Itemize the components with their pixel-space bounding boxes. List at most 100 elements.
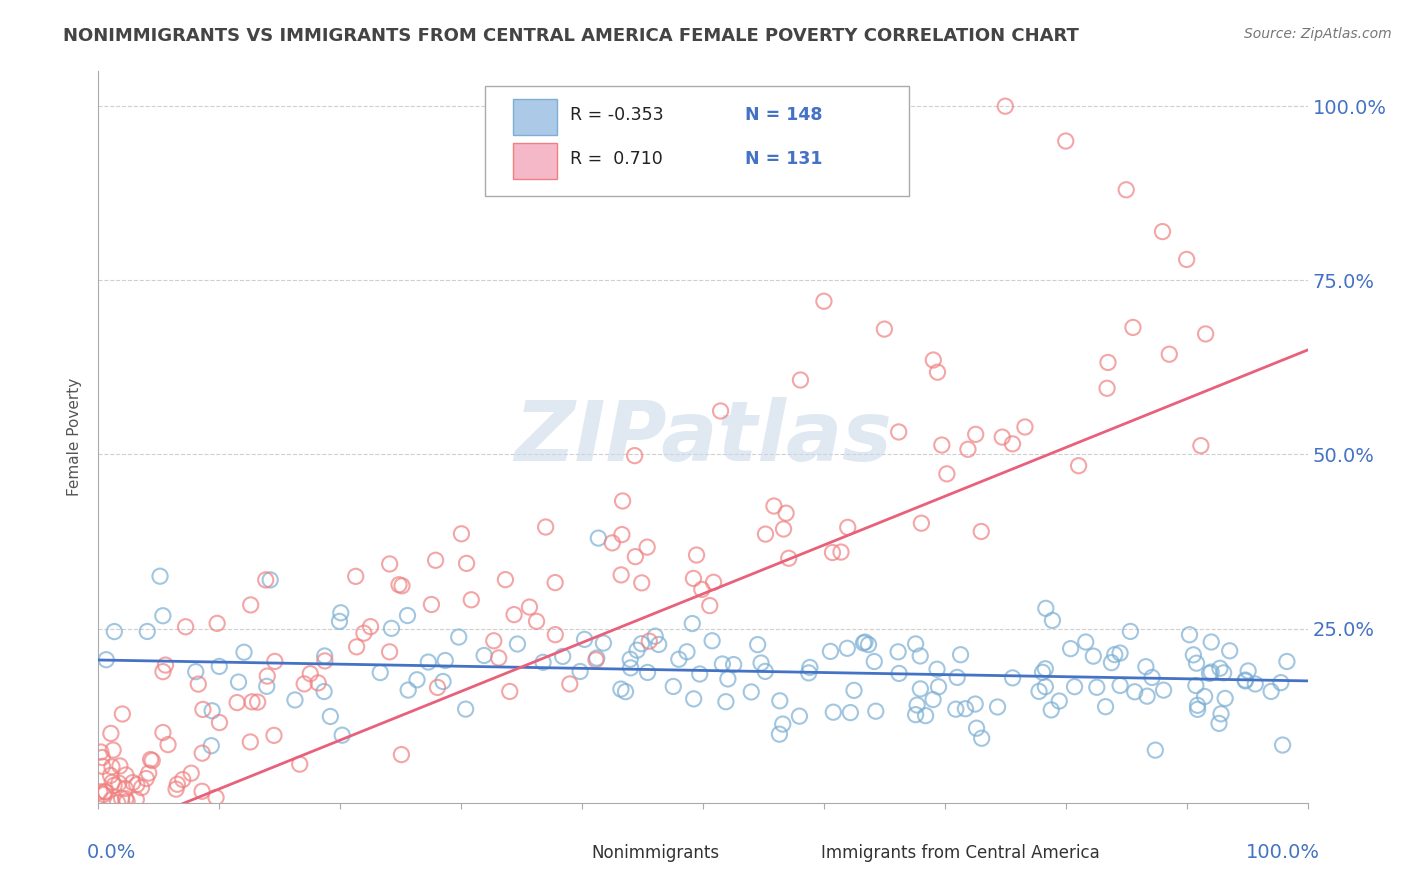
Point bbox=[1115, 183, 1137, 197]
Point bbox=[307, 676, 329, 690]
Point bbox=[668, 652, 690, 666]
Point bbox=[531, 656, 554, 670]
Point bbox=[90, 745, 112, 759]
Point bbox=[887, 645, 910, 659]
Point bbox=[454, 702, 477, 716]
Point bbox=[228, 675, 250, 690]
Point bbox=[346, 640, 368, 654]
Text: NONIMMIGRANTS VS IMMIGRANTS FROM CENTRAL AMERICA FEMALE POVERTY CORRELATION CHAR: NONIMMIGRANTS VS IMMIGRANTS FROM CENTRAL… bbox=[63, 27, 1080, 45]
Point bbox=[647, 638, 669, 652]
Point bbox=[1054, 134, 1077, 148]
Point bbox=[256, 669, 278, 683]
Point bbox=[544, 575, 567, 590]
Point bbox=[114, 781, 136, 796]
Point bbox=[191, 702, 214, 716]
Point bbox=[121, 775, 143, 789]
Point bbox=[638, 634, 661, 648]
Point bbox=[378, 557, 401, 571]
Point bbox=[1144, 743, 1167, 757]
Point bbox=[614, 684, 637, 698]
Point bbox=[612, 494, 634, 508]
Point bbox=[460, 592, 482, 607]
Point bbox=[852, 636, 875, 650]
Point bbox=[1185, 656, 1208, 670]
Point bbox=[1182, 648, 1205, 662]
FancyBboxPatch shape bbox=[555, 841, 586, 863]
Point bbox=[1194, 326, 1216, 341]
Point bbox=[103, 778, 125, 792]
Point bbox=[1234, 673, 1257, 688]
Point bbox=[1083, 649, 1105, 664]
Point bbox=[624, 549, 647, 564]
Point bbox=[1237, 664, 1260, 678]
Point bbox=[447, 630, 470, 644]
Point bbox=[284, 693, 307, 707]
Point bbox=[226, 696, 249, 710]
Point bbox=[626, 643, 648, 657]
Point bbox=[456, 557, 478, 571]
Point bbox=[610, 568, 633, 582]
Text: N = 131: N = 131 bbox=[745, 150, 823, 168]
Point bbox=[1059, 641, 1081, 656]
Point bbox=[482, 633, 505, 648]
Point bbox=[1014, 420, 1036, 434]
Point bbox=[928, 680, 950, 694]
FancyBboxPatch shape bbox=[485, 86, 908, 195]
Point bbox=[101, 743, 124, 757]
Point bbox=[544, 628, 567, 642]
Text: Immigrants from Central America: Immigrants from Central America bbox=[821, 844, 1101, 862]
Point bbox=[956, 442, 979, 457]
Point bbox=[797, 665, 820, 680]
Point bbox=[319, 709, 342, 723]
Point bbox=[853, 635, 876, 649]
Point bbox=[1187, 702, 1209, 716]
Point bbox=[434, 653, 457, 667]
Point bbox=[396, 608, 419, 623]
Point bbox=[662, 680, 685, 694]
Point bbox=[1199, 635, 1222, 649]
Point bbox=[114, 791, 136, 805]
Point bbox=[717, 672, 740, 686]
Point bbox=[503, 607, 526, 622]
Point bbox=[115, 768, 138, 782]
Point bbox=[1032, 665, 1054, 680]
Point bbox=[1213, 691, 1236, 706]
Point bbox=[1153, 683, 1175, 698]
Point bbox=[152, 665, 174, 679]
Point bbox=[970, 524, 993, 539]
Point bbox=[813, 294, 835, 309]
Point bbox=[789, 709, 811, 723]
Point bbox=[94, 784, 117, 798]
Point bbox=[91, 759, 114, 773]
Text: 100.0%: 100.0% bbox=[1246, 843, 1320, 862]
Point bbox=[139, 752, 162, 766]
Point bbox=[1275, 655, 1298, 669]
Point bbox=[107, 796, 129, 810]
Point bbox=[138, 766, 160, 780]
Point bbox=[180, 766, 202, 780]
Point bbox=[391, 579, 413, 593]
Point bbox=[240, 695, 263, 709]
Point bbox=[1074, 635, 1097, 649]
Point bbox=[174, 620, 197, 634]
Point bbox=[111, 706, 134, 721]
Point bbox=[837, 520, 859, 534]
Point bbox=[887, 425, 910, 439]
Point bbox=[585, 651, 607, 665]
Point bbox=[863, 655, 886, 669]
Point bbox=[1094, 699, 1116, 714]
Text: N = 148: N = 148 bbox=[745, 106, 823, 124]
Point bbox=[1101, 656, 1123, 670]
Point bbox=[115, 794, 138, 808]
Point bbox=[1208, 716, 1230, 731]
Point bbox=[259, 573, 281, 587]
Point bbox=[636, 540, 658, 554]
Point bbox=[1033, 680, 1056, 694]
Point bbox=[723, 657, 745, 672]
Point bbox=[208, 715, 231, 730]
Point bbox=[1119, 624, 1142, 639]
Point bbox=[96, 653, 118, 667]
Point bbox=[125, 778, 148, 792]
Point bbox=[965, 697, 987, 711]
Point bbox=[588, 531, 610, 545]
